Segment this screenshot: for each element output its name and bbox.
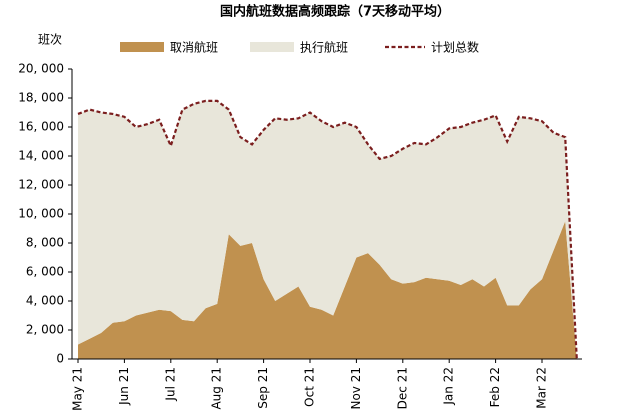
- x-tick-label: Oct 21: [303, 367, 317, 407]
- x-tick-label: Mar 22: [535, 367, 549, 409]
- x-tick-label: Jan 22: [442, 367, 456, 406]
- line: [77, 99, 578, 360]
- y-tick-label: 0: [56, 352, 64, 366]
- legend-label: 计划总数: [431, 40, 479, 55]
- y-tick-label: 18, 000: [18, 91, 64, 105]
- x-tick-label: Aug 21: [210, 367, 224, 410]
- y-tick-label: 6, 000: [26, 265, 64, 279]
- x-tick-label: Feb 22: [488, 367, 502, 407]
- y-tick-label: 8, 000: [26, 236, 64, 250]
- y-tick-label: 2, 000: [26, 323, 64, 337]
- x-tick-label: Jun 21: [117, 367, 131, 406]
- chart-title: 国内航班数据高频跟踪（7天移动平均）: [220, 4, 450, 20]
- legend-swatch: [250, 42, 294, 52]
- y-axis-label: 班次: [38, 33, 62, 47]
- y-tick-label: 12, 000: [18, 178, 64, 192]
- y-tick-label: 4, 000: [26, 294, 64, 308]
- area: [78, 221, 577, 359]
- y-tick-label: 20, 000: [18, 62, 64, 76]
- area: [78, 100, 577, 360]
- y-tick-label: 14, 000: [18, 149, 64, 163]
- x-tick-label: Jul 21: [163, 367, 177, 402]
- legend-label: 取消航班: [170, 40, 218, 55]
- x-tick-label: Dec 21: [395, 367, 409, 409]
- y-tick-label: 10, 000: [18, 207, 64, 221]
- x-tick-label: May 21: [71, 367, 85, 411]
- legend-swatch: [120, 42, 164, 52]
- legend-label: 执行航班: [300, 40, 348, 55]
- x-tick-label: Sep 21: [256, 367, 270, 409]
- x-tick-label: Nov 21: [349, 367, 363, 410]
- y-tick-label: 16, 000: [18, 120, 64, 134]
